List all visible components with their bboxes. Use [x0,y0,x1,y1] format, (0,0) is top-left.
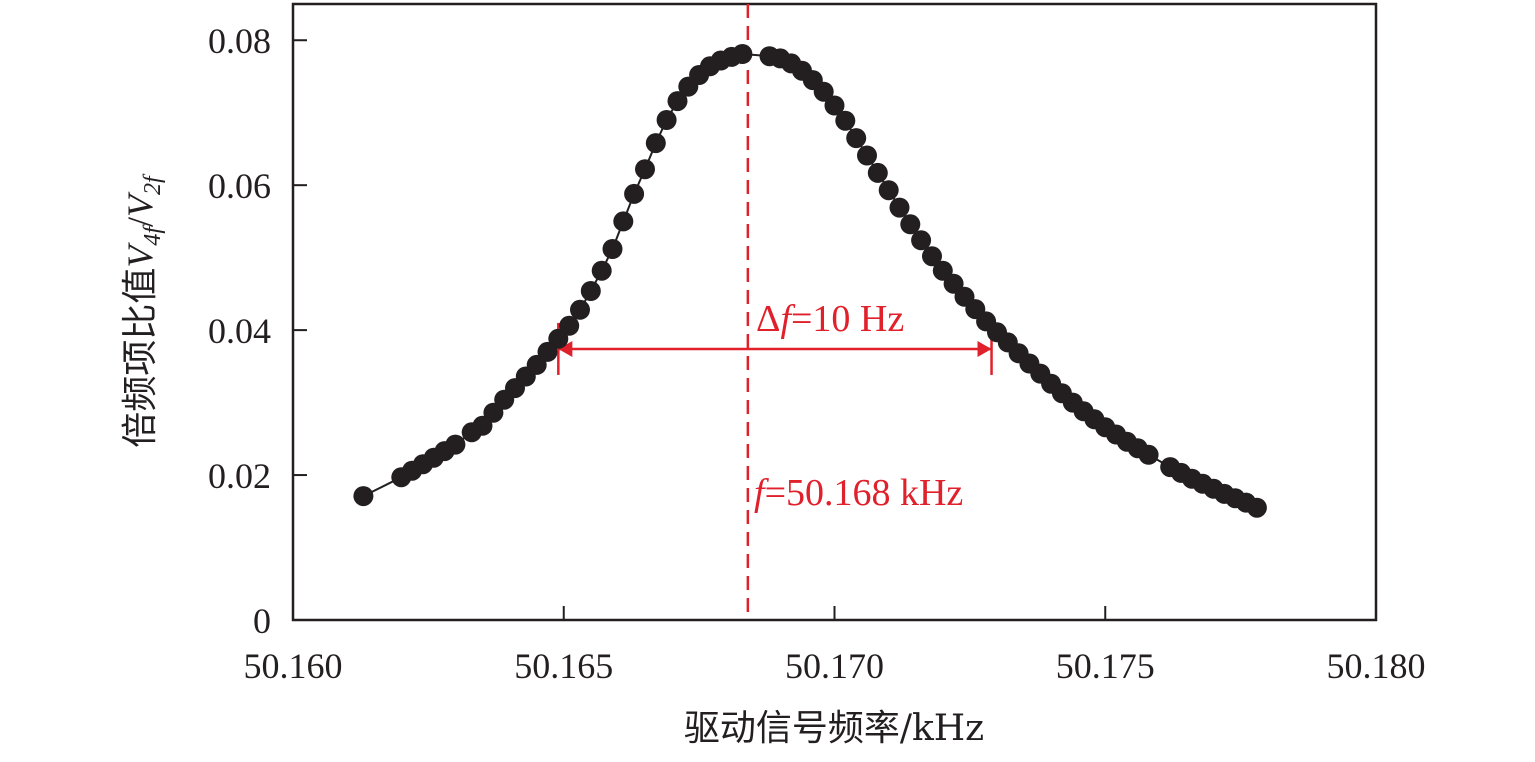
data-point [613,211,634,232]
data-point [900,214,921,235]
data-point [353,486,374,507]
data-point [1138,444,1159,465]
ticks: 50.160 50.165 50.170 50.175 50.180 0 0.02 0.04 0… [208,21,1426,686]
y-axis-title-sub2: 2f [140,173,166,195]
data-point [635,159,655,180]
y-tick-label: 0.06 [208,166,271,206]
data-point [878,180,899,201]
y-axis-title-v2: V [120,191,160,217]
data-point [911,230,932,251]
bandwidth-label-value: =10 Hz [791,298,904,340]
data-point [559,315,580,336]
data-point [656,110,677,130]
data-point [889,197,910,218]
data-point [846,128,867,149]
y-axis-title-sep: / [120,217,160,227]
y-axis-title-prefix: 倍频项比值 [120,268,161,448]
data-point [1246,497,1267,518]
x-tick-label: 50.175 [1056,646,1155,686]
data-point [732,44,753,64]
data-point [922,246,942,267]
x-axis-title: 驱动信号频率/kHz [684,708,984,749]
y-tick-label: 0.02 [208,456,271,496]
x-tick-label: 50.170 [785,646,884,686]
data-point [445,434,466,455]
data-point [645,133,666,154]
data-point [835,110,856,131]
data-point [602,239,623,259]
y-tick-label: 0.08 [208,21,271,61]
y-axis-title: 倍频项比值V4f/V2f [120,173,166,448]
x-tick-label: 50.165 [514,646,613,686]
data-point [472,415,493,436]
data-point [570,299,590,320]
y-axis-title-sub1: 4f [140,224,166,246]
data-point [667,91,688,112]
data-point [580,281,601,301]
data-point [624,183,645,204]
y-axis-title-v1: V [120,242,160,268]
bandwidth-label: Δf=10 Hz [756,298,904,340]
data-point [857,145,877,166]
data-point [824,95,845,116]
peak-frequency-label: f=50.168 kHz [754,472,963,514]
y-tick-label: 0.04 [208,311,271,351]
peak-frequency-label-value: =50.168 kHz [765,472,964,514]
bandwidth-left-arrowhead [558,340,573,357]
data-point [813,81,834,102]
bandwidth-right-arrowhead [977,340,992,357]
bandwidth-label-delta: Δ [756,298,780,340]
x-tick-label: 50.160 [244,646,343,686]
data-point [591,260,612,281]
y-tick-label: 0 [253,601,271,641]
data-point [943,273,964,294]
data-point [867,162,888,183]
x-tick-label: 50.180 [1327,646,1426,686]
data-series [353,44,1267,518]
